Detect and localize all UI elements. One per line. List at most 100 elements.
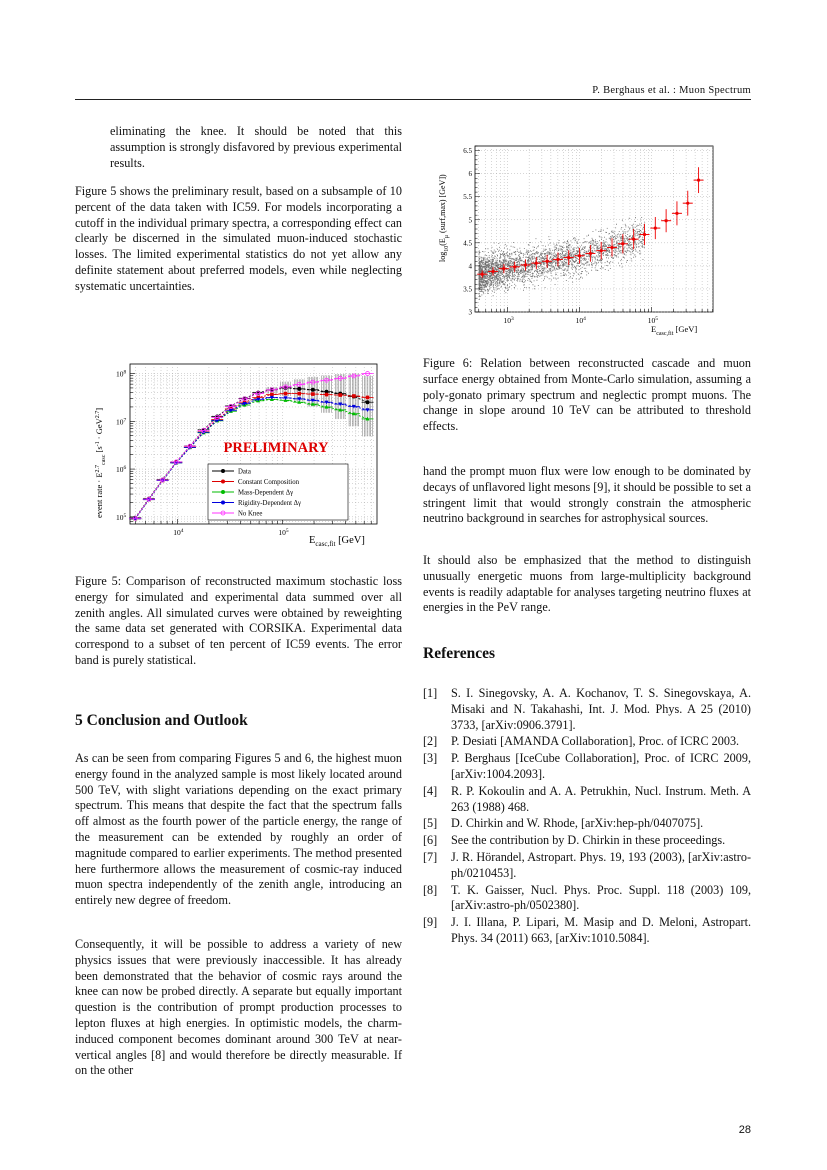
left-para-2: As can be seen from comparing Figures 5 … [75,751,402,908]
reference-item: [1] S. I. Sinegovsky, A. A. Kochanov, T. … [423,686,751,733]
references-heading: References [423,645,496,662]
fig6-profile-point [675,211,679,215]
fig5-data-point [338,407,343,412]
reference-item: [7] J. R. Hörandel, Astropart. Phys. 19, … [423,850,751,882]
fig5-data-point [201,427,206,433]
reference-text: T. K. Gaisser, Nucl. Phys. Proc. Suppl. … [451,882,751,913]
fig5-data-point [228,404,234,409]
fig5-data-point [337,375,343,381]
fig6-ytick-label: 3.5 [463,285,472,293]
fig5-data-point [338,402,343,407]
fig5-data-point [255,391,261,397]
fig5-data-point [242,402,247,406]
references-list: [1] S. I. Sinegovsky, A. A. Kochanov, T. … [423,686,751,948]
fig5-ytick-label: 106 [116,465,127,474]
fig6-ytick-label: 5.5 [463,193,472,201]
fig5-data-point [351,411,356,416]
fig5-data-point [310,398,315,403]
figure-6-chart: 3 3.5 4 4.5 5 5.5 6 6.5 103 104 105 Ecasc,fit [GeV… [438,145,714,337]
fig6-profile-point [686,201,690,205]
fig5-data-point [324,392,329,397]
page-number: 28 [738,1124,751,1136]
right-para-5: It should also be emphasized that the me… [423,553,751,615]
fig5-legend-label: Mass-Dependent Δγ [238,490,293,497]
fig6-profile-point [513,265,517,269]
reference-text: J. I. Illana, P. Lipari, M. Masip and D.… [451,915,751,945]
fig5-data-point [228,408,233,413]
fig6-profile-point [664,219,668,223]
preliminary-label: PRELIMINARY [223,440,329,456]
fig5-xlabel: Ecasc,fit [GeV] [309,535,365,548]
fig6-ytick-label: 4 [469,262,473,270]
fig5-data-point [297,397,302,402]
fig6-profile-point [653,226,657,230]
fig6-scatter-points [478,217,646,300]
fig5-data-point [269,395,274,400]
fig5-data-point [324,400,329,405]
fig5-legend-marker [221,479,225,484]
fig5-legend-label: No Knee [238,511,262,518]
fig5-xtick-label: 104 [173,528,184,537]
reference-number: [3] [423,751,438,766]
fig6-ytick-label: 3 [469,309,473,317]
reference-item: [6] See the contribution by D. Chirkin in… [423,833,751,849]
fig5-ytick-label: 105 [116,513,127,522]
fig6-profile-point [523,263,528,267]
fig6-profile-point [502,267,506,271]
fig5-data-point [352,394,356,398]
reference-item: [2] P. Desiati [AMANDA Collaboration], Pr… [423,734,751,750]
fig5-ytick-label: 107 [116,417,127,426]
fig5-data-point [324,377,329,383]
reference-text: P. Desiati [AMANDA Collaboration], Proc.… [451,734,740,749]
fig5-data-point [270,392,274,397]
fig5-data-point [310,379,316,385]
fig5-data-point [269,387,275,393]
reference-text: S. I. Sinegovsky, A. A. Kochanov, T. S. … [451,686,751,732]
fig6-ytick-label: 6 [469,170,473,178]
fig5-data-point [365,371,370,376]
fig6-profile-point [621,242,625,246]
fig5-data-point [283,384,288,390]
fig6-ytick-label: 4.5 [463,239,472,247]
fig6-profile-point [588,251,592,256]
fig5-data-point [297,400,302,404]
fig5-data-point [283,391,288,396]
fig5-data-point [310,387,315,392]
fig5-legend-marker [220,510,226,516]
fig5-data-point [324,404,329,409]
fig6-xtick-label: 103 [503,316,514,325]
fig6-frame [474,145,714,313]
fig5-xtick-label: 105 [278,528,289,537]
reference-number: [6] [423,833,438,848]
fig5-ytick-label: 108 [116,370,127,379]
reference-item: [8] T. K. Gaisser, Nucl. Phys. Proc. Supp… [423,883,751,915]
reference-number: [1] [423,686,438,700]
fig5-data-point [296,382,302,387]
fig5-data-point [365,416,370,421]
left-para-0: eliminating the knee. It should be noted… [110,124,402,170]
fig5-series-line [134,398,368,520]
fig6-profile-point [599,249,603,253]
fig5-data-point [173,459,179,465]
reference-item: [5] D. Chirkin and W. Rhode, [arXiv:hep-p… [423,816,751,832]
fig5-data-point [297,386,302,391]
running-header: P. Berghaus et al. : Muon Spectrum [75,85,751,100]
fig5-ylabel: event rate · E2.7casc [s-1 · GeV2.7] [94,408,107,518]
fig5-data-point [214,415,220,420]
fig5-data-point [256,397,261,402]
section-heading: 5 Conclusion and Outlook [75,712,248,729]
fig6-xtick-label: 104 [576,316,587,325]
fig6-profile-point [545,259,549,263]
fig5-legend-label: Constant Composition [238,479,300,486]
left-para-1: Figure 5 shows the preliminary result, b… [75,184,402,293]
fig6-ytick-label: 6.5 [463,147,472,155]
reference-text: P. Berghaus [IceCube Collaboration], Pro… [451,751,751,781]
fig5-series-line [134,393,368,520]
fig5-data-point [283,396,288,401]
fig5-data-point [351,373,357,379]
fig5-data-point [310,401,315,406]
reference-number: [9] [423,915,438,930]
fig5-data-point [365,400,370,405]
reference-number: [8] [423,882,438,897]
fig5-legend-label: Data [238,469,251,476]
